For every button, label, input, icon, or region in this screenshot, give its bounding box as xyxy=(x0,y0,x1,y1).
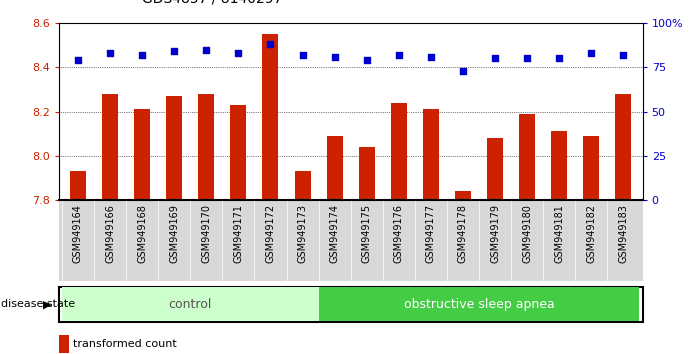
Point xyxy=(586,50,597,56)
Point xyxy=(618,52,629,58)
Text: GSM949169: GSM949169 xyxy=(169,204,179,263)
Point xyxy=(297,52,308,58)
Bar xyxy=(551,131,567,200)
Text: GSM949178: GSM949178 xyxy=(458,204,468,263)
Point xyxy=(201,47,212,52)
Text: GSM949182: GSM949182 xyxy=(586,204,596,263)
Point xyxy=(104,50,115,56)
Point xyxy=(457,68,468,74)
Bar xyxy=(134,109,150,200)
Point xyxy=(393,232,404,238)
Text: GSM949173: GSM949173 xyxy=(298,204,307,263)
Text: GSM949180: GSM949180 xyxy=(522,204,532,263)
Point xyxy=(426,54,437,59)
Text: obstructive sleep apnea: obstructive sleep apnea xyxy=(404,298,554,311)
Text: GSM949171: GSM949171 xyxy=(234,204,243,263)
Point xyxy=(233,50,244,56)
Text: control: control xyxy=(169,298,212,311)
Text: ▶: ▶ xyxy=(44,299,52,309)
Bar xyxy=(230,105,247,200)
Bar xyxy=(583,136,599,200)
Bar xyxy=(391,103,407,200)
Point xyxy=(522,56,533,61)
Text: GSM949172: GSM949172 xyxy=(265,204,276,263)
Bar xyxy=(294,171,310,200)
Bar xyxy=(62,287,319,321)
Text: GSM949175: GSM949175 xyxy=(361,204,372,263)
Text: GSM949183: GSM949183 xyxy=(618,204,628,263)
Bar xyxy=(198,94,214,200)
Point xyxy=(169,48,180,54)
Bar xyxy=(519,114,535,200)
Text: GSM949179: GSM949179 xyxy=(490,204,500,263)
Bar xyxy=(487,138,503,200)
Bar xyxy=(263,34,278,200)
Text: GDS4857 / 8140297: GDS4857 / 8140297 xyxy=(142,0,282,5)
Point xyxy=(137,52,148,58)
Point xyxy=(553,56,565,61)
Bar xyxy=(70,171,86,200)
Point xyxy=(393,52,404,58)
Text: GSM949166: GSM949166 xyxy=(105,204,115,263)
Bar xyxy=(59,335,69,353)
Bar xyxy=(455,191,471,200)
Bar xyxy=(359,147,375,200)
Point xyxy=(361,57,372,63)
Text: GSM949168: GSM949168 xyxy=(137,204,147,263)
Text: disease state: disease state xyxy=(1,299,75,309)
Point xyxy=(265,41,276,47)
Text: transformed count: transformed count xyxy=(73,339,177,349)
Point xyxy=(329,54,340,59)
Text: GSM949177: GSM949177 xyxy=(426,204,436,263)
Point xyxy=(73,57,84,63)
Bar xyxy=(319,287,639,321)
Bar xyxy=(327,136,343,200)
Text: GSM949164: GSM949164 xyxy=(73,204,83,263)
Point xyxy=(489,56,500,61)
Text: GSM949176: GSM949176 xyxy=(394,204,404,263)
Bar xyxy=(616,94,632,200)
Text: GSM949174: GSM949174 xyxy=(330,204,340,263)
Bar xyxy=(102,94,118,200)
Bar xyxy=(167,96,182,200)
Bar xyxy=(423,109,439,200)
Text: GSM949181: GSM949181 xyxy=(554,204,565,263)
Text: GSM949170: GSM949170 xyxy=(201,204,211,263)
